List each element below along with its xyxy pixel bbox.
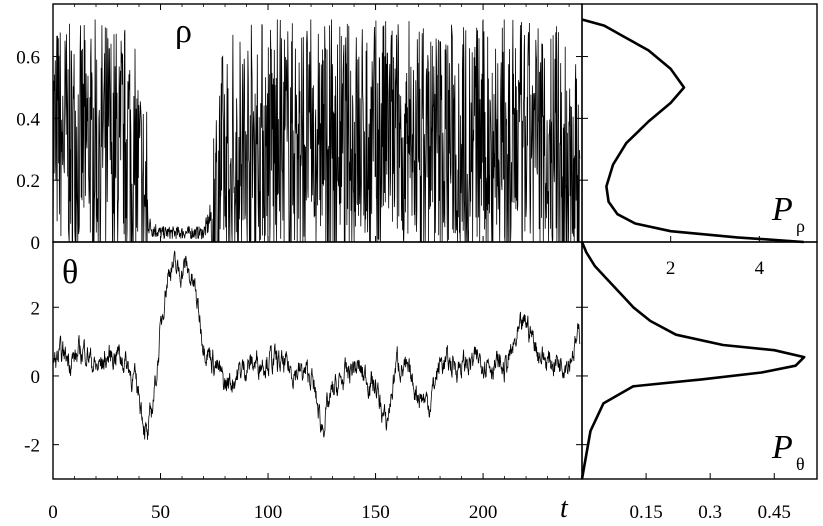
time-xtick-label: 50 (151, 502, 170, 523)
time-xtick-label: 150 (361, 502, 390, 523)
theta-ytick-label: -2 (24, 436, 40, 457)
rho-ytick-label: 0 (31, 233, 41, 254)
rho-ytick-label: 0.6 (16, 48, 40, 69)
p-rho-xtick-label: 2 (666, 258, 676, 279)
panel-theta-time-frame (52, 241, 583, 480)
rho-distribution-curve (581, 18, 804, 244)
time-xtick-label: 200 (469, 502, 498, 523)
rho-series (52, 19, 581, 243)
p-theta-xtick-label: 0.45 (758, 502, 791, 523)
p-rho-subscript: ρ (796, 216, 805, 236)
p-rho-xtick-label: 4 (755, 258, 765, 279)
panel-theta-dist-frame (581, 241, 818, 480)
p-theta-xtick-label: 0.15 (629, 502, 662, 523)
rho-panel-label: ρ (175, 13, 192, 50)
rho-ytick-label: 0.2 (16, 171, 40, 192)
time-xtick-label: 100 (254, 502, 283, 523)
p-rho-label: P (771, 191, 793, 228)
theta-ytick-label: 0 (31, 367, 41, 388)
time-xtick-label: 0 (48, 502, 58, 523)
ticks: 0 0.2 0.4 0.6 -2 0 2 0 50 100 150 200 2 4 0.15 0.3 0.45 (16, 4, 791, 523)
rho-ytick-label: 0.4 (16, 109, 40, 130)
theta-panel-label: θ (62, 254, 78, 291)
rho-distribution-line (581, 18, 804, 244)
theta-distribution-line (580, 241, 806, 480)
theta-series (52, 250, 581, 440)
theta-distribution-curve (580, 241, 806, 480)
theta-series-line (52, 250, 581, 440)
p-theta-label: P (771, 429, 793, 466)
p-theta-subscript: θ (796, 454, 805, 474)
rho-series-line (52, 19, 581, 243)
theta-ytick-label: 2 (31, 298, 41, 319)
p-theta-xtick-label: 0.3 (698, 502, 722, 523)
x-axis-label-t: t (560, 493, 569, 524)
